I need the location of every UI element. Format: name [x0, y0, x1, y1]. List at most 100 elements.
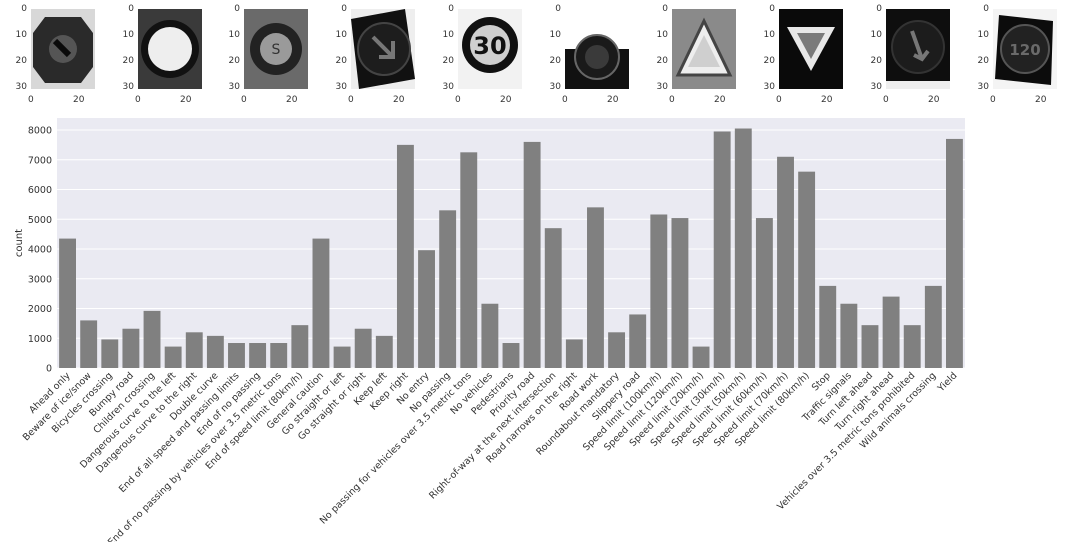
y-tick-label: 0: [46, 364, 52, 375]
thumb-x-tick: 20: [714, 95, 726, 105]
bar: [228, 343, 245, 368]
thumb-y-tick: 20: [763, 56, 775, 66]
bar: [396, 144, 414, 368]
thumb-x-tick: 0: [883, 95, 889, 105]
sample-thumbnail: 0 10 20 30 0 20: [534, 0, 634, 108]
sign-image: 120: [993, 9, 1057, 89]
thumb-y-tick: 0: [234, 4, 240, 14]
thumb-x-tick: 0: [562, 95, 568, 105]
bar: [523, 141, 541, 368]
bar: [798, 171, 816, 368]
thumb-x-tick: 20: [180, 95, 192, 105]
thumb-y-tick: 20: [549, 56, 561, 66]
thumb-y-tick: 20: [977, 56, 989, 66]
bar: [544, 228, 562, 368]
thumb-y-tick: 0: [448, 4, 454, 14]
y-tick-label: 7000: [28, 155, 52, 166]
thumb-x-tick: 20: [821, 95, 833, 105]
thumb-x-tick: 0: [990, 95, 996, 105]
bar: [101, 339, 119, 368]
bar: [375, 335, 393, 368]
thumb-y-tick: 10: [335, 30, 347, 40]
thumb-y-tick: 30: [763, 82, 775, 92]
bar: [903, 325, 921, 368]
sample-thumbnail: 0 10 20 30 0 20: [855, 0, 955, 108]
thumb-y-tick: 30: [228, 82, 240, 92]
sample-thumbnail: 0 10 20 30 0 20: [107, 0, 207, 108]
sign-image: 30: [458, 9, 522, 89]
thumb-y-tick: 10: [763, 30, 775, 40]
thumb-y-tick: 30: [656, 82, 668, 92]
sign-image: [138, 9, 202, 89]
class-count-bar-chart: 0 1000 2000 3000 4000 5000 6000 7000 8000 Ahead …: [14, 118, 965, 542]
bar: [502, 343, 520, 368]
bar: [692, 346, 710, 368]
thumb-y-tick: 20: [15, 56, 27, 66]
bar: [59, 238, 77, 368]
sign-image: [351, 9, 415, 89]
thumb-y-tick: 20: [228, 56, 240, 66]
bar: [565, 339, 583, 368]
thumb-y-tick: 0: [983, 4, 989, 14]
sample-thumbnail: S 0 10 20 30 0 20: [213, 0, 313, 108]
sign-image: [886, 9, 950, 89]
thumb-x-tick: 0: [241, 95, 247, 105]
thumb-x-tick: 0: [348, 95, 354, 105]
bar: [713, 131, 731, 368]
thumb-y-tick: 0: [769, 4, 775, 14]
svg-text:S: S: [272, 42, 281, 58]
thumb-y-tick: 0: [21, 4, 27, 14]
sign-image: [565, 9, 629, 89]
thumb-y-tick: 10: [122, 30, 134, 40]
y-axis-label: count: [14, 229, 25, 257]
thumb-x-tick: 0: [776, 95, 782, 105]
bar: [819, 285, 837, 368]
thumb-y-tick: 30: [442, 82, 454, 92]
bar: [481, 303, 499, 368]
thumb-y-tick: 10: [442, 30, 454, 40]
bar: [734, 128, 752, 368]
sign-image: [31, 9, 95, 89]
thumb-y-tick: 10: [228, 30, 240, 40]
sign-number-text: 30: [473, 32, 506, 60]
bar: [671, 218, 689, 368]
thumb-y-tick: 20: [335, 56, 347, 66]
thumb-y-tick: 30: [335, 82, 347, 92]
bar: [80, 320, 98, 368]
sample-thumbnail: 0 10 20 30 0 20: [641, 0, 741, 108]
thumb-y-tick: 0: [341, 4, 347, 14]
thumb-y-tick: 10: [870, 30, 882, 40]
thumb-y-tick: 20: [656, 56, 668, 66]
thumb-y-tick: 30: [977, 82, 989, 92]
y-tick-labels: 0 1000 2000 3000 4000 5000 6000 7000 8000: [28, 126, 52, 375]
thumb-y-tick: 30: [870, 82, 882, 92]
thumb-x-tick: 20: [607, 95, 619, 105]
thumb-x-tick: 20: [393, 95, 405, 105]
thumb-y-tick: 0: [128, 4, 134, 14]
sign-number-text: 120: [1009, 41, 1040, 59]
bar: [122, 328, 140, 368]
thumb-x-tick: 0: [135, 95, 141, 105]
sample-thumbnail: 0 10 20 30 0 20: [748, 0, 848, 108]
thumb-y-tick: 10: [656, 30, 668, 40]
y-tick-label: 5000: [28, 215, 52, 226]
thumb-x-tick: 20: [73, 95, 85, 105]
thumb-y-tick: 10: [549, 30, 561, 40]
sign-image: S: [244, 9, 308, 89]
bar: [418, 250, 435, 368]
bars-group: [59, 128, 963, 368]
bar: [945, 138, 963, 368]
bar: [354, 328, 372, 368]
thumb-y-tick: 20: [442, 56, 454, 66]
bar: [249, 343, 267, 368]
y-tick-label: 4000: [28, 245, 52, 256]
bar: [439, 210, 457, 368]
thumb-y-tick: 0: [662, 4, 668, 14]
sample-images-row: 0 10 20 30 0 20 0 10 20 30 0 20 S 0 10 20 30 0 20 0 10 20 30 0 2…: [0, 0, 1077, 110]
bar: [861, 325, 879, 368]
thumb-y-tick: 10: [15, 30, 27, 40]
thumb-x-tick: 0: [28, 95, 34, 105]
bar: [777, 156, 794, 368]
thumb-y-tick: 20: [870, 56, 882, 66]
